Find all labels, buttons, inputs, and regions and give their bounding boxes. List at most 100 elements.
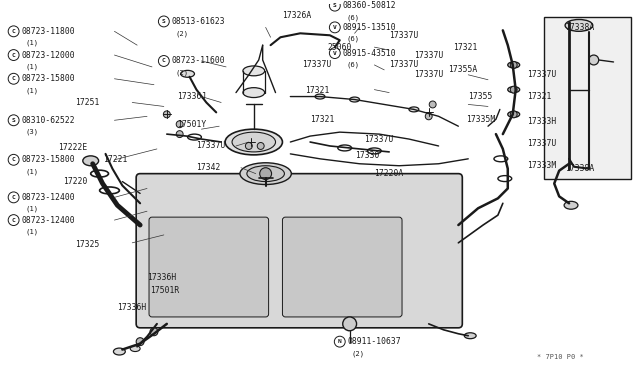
FancyBboxPatch shape xyxy=(149,217,269,317)
Text: V: V xyxy=(333,51,337,55)
Circle shape xyxy=(510,111,517,118)
Ellipse shape xyxy=(232,132,276,152)
Text: (2): (2) xyxy=(176,70,189,76)
FancyBboxPatch shape xyxy=(136,174,462,328)
Circle shape xyxy=(8,215,19,225)
Text: S: S xyxy=(162,19,166,24)
Text: 17220A: 17220A xyxy=(374,169,404,178)
Text: 08723-12400: 08723-12400 xyxy=(22,193,75,202)
Ellipse shape xyxy=(464,333,476,339)
Ellipse shape xyxy=(508,111,520,117)
Text: 08723-11600: 08723-11600 xyxy=(172,57,225,65)
Ellipse shape xyxy=(247,166,284,182)
Text: 17321: 17321 xyxy=(453,43,478,52)
Text: 17355: 17355 xyxy=(468,92,493,101)
Text: S: S xyxy=(12,118,15,123)
Circle shape xyxy=(330,0,340,11)
Circle shape xyxy=(330,22,340,33)
Text: 17251: 17251 xyxy=(75,98,99,107)
Text: (6): (6) xyxy=(347,36,360,42)
Text: (2): (2) xyxy=(351,350,365,357)
Ellipse shape xyxy=(180,70,195,77)
Text: 08723-12000: 08723-12000 xyxy=(22,51,75,60)
Circle shape xyxy=(136,338,144,346)
Ellipse shape xyxy=(240,163,291,185)
Text: S: S xyxy=(333,3,337,8)
Text: C: C xyxy=(12,52,15,58)
Circle shape xyxy=(257,142,264,150)
Ellipse shape xyxy=(508,87,520,93)
Text: 17501Y: 17501Y xyxy=(177,120,206,129)
Text: 17337U: 17337U xyxy=(196,141,226,150)
Text: 08723-11800: 08723-11800 xyxy=(22,27,75,36)
Circle shape xyxy=(510,86,517,93)
Text: 17222E: 17222E xyxy=(58,144,87,153)
Text: 08360-50812: 08360-50812 xyxy=(343,1,396,10)
Text: 17333H: 17333H xyxy=(527,117,557,126)
Text: 17337U: 17337U xyxy=(364,135,394,144)
Ellipse shape xyxy=(565,19,593,31)
Ellipse shape xyxy=(564,201,578,209)
Circle shape xyxy=(159,55,170,67)
Text: C: C xyxy=(12,157,15,162)
Bar xyxy=(545,17,631,179)
Text: C: C xyxy=(12,218,15,222)
FancyBboxPatch shape xyxy=(282,217,402,317)
Text: (1): (1) xyxy=(26,87,38,94)
Ellipse shape xyxy=(243,88,265,97)
Text: 08723-12400: 08723-12400 xyxy=(22,216,75,225)
Text: (2): (2) xyxy=(176,30,189,36)
Ellipse shape xyxy=(349,97,360,102)
Circle shape xyxy=(245,142,252,150)
Text: 08915-13510: 08915-13510 xyxy=(343,23,396,32)
Text: 08513-61623: 08513-61623 xyxy=(172,17,225,26)
Ellipse shape xyxy=(83,156,99,166)
Ellipse shape xyxy=(409,107,419,112)
Text: 17336J: 17336J xyxy=(177,92,206,101)
Text: 17220: 17220 xyxy=(63,177,88,186)
Text: C: C xyxy=(12,29,15,34)
Circle shape xyxy=(150,328,158,336)
Circle shape xyxy=(8,26,19,37)
Text: 17330: 17330 xyxy=(355,151,379,160)
Circle shape xyxy=(429,101,436,108)
Text: 08310-62522: 08310-62522 xyxy=(22,116,75,125)
Text: 17336H: 17336H xyxy=(117,302,147,312)
Text: 17321: 17321 xyxy=(305,86,330,95)
Ellipse shape xyxy=(315,94,325,99)
Text: 17326A: 17326A xyxy=(282,11,312,20)
Circle shape xyxy=(159,16,170,27)
Text: (1): (1) xyxy=(26,169,38,175)
Text: 17321: 17321 xyxy=(527,92,552,101)
Circle shape xyxy=(330,48,340,58)
Text: 17321: 17321 xyxy=(310,115,335,124)
Text: 17337U: 17337U xyxy=(414,70,443,79)
Text: 17221: 17221 xyxy=(102,155,127,164)
Text: (3): (3) xyxy=(26,129,38,135)
Text: 08723-15800: 08723-15800 xyxy=(22,155,75,164)
Text: 17338A: 17338A xyxy=(565,23,595,32)
Text: 08723-15800: 08723-15800 xyxy=(22,74,75,83)
Ellipse shape xyxy=(131,346,140,352)
Text: 17333M: 17333M xyxy=(527,161,557,170)
Circle shape xyxy=(8,115,19,126)
Text: V: V xyxy=(333,25,337,30)
Circle shape xyxy=(260,168,271,180)
Text: C: C xyxy=(12,76,15,81)
Text: 08911-10637: 08911-10637 xyxy=(348,337,401,346)
Text: (1): (1) xyxy=(26,206,38,212)
Text: * 7P10 P0 *: * 7P10 P0 * xyxy=(538,355,584,360)
Circle shape xyxy=(176,121,183,128)
Text: 17501R: 17501R xyxy=(150,286,179,295)
Circle shape xyxy=(8,192,19,203)
Circle shape xyxy=(8,154,19,165)
Text: (1): (1) xyxy=(26,64,38,70)
Text: 17338A: 17338A xyxy=(565,164,595,173)
Circle shape xyxy=(163,111,170,118)
Text: (6): (6) xyxy=(347,14,360,21)
Text: N: N xyxy=(338,339,342,344)
Ellipse shape xyxy=(508,62,520,68)
Circle shape xyxy=(334,336,345,347)
Circle shape xyxy=(343,317,356,331)
Text: (1): (1) xyxy=(26,40,38,46)
